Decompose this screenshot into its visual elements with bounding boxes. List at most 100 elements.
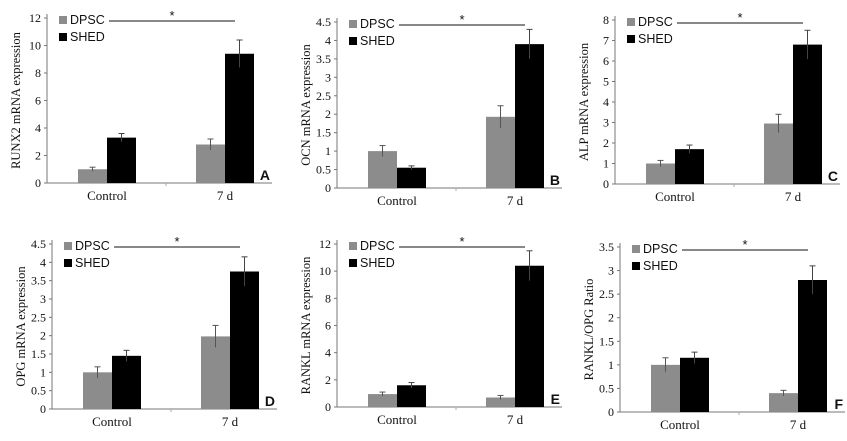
y-axis-label: RANKL/OPG Ratio bbox=[582, 279, 596, 381]
panel-c: 0 1 2 3 4 5 6 7 8 ALP mRNA expression Control 7 d DP… bbox=[577, 10, 840, 204]
significance-star: * bbox=[459, 234, 464, 249]
y-tick-label: 0 bbox=[603, 177, 609, 191]
y-tick-label: 8 bbox=[35, 66, 41, 80]
legend-label: SHED bbox=[643, 259, 678, 273]
legend-label: DPSC bbox=[75, 239, 110, 253]
y-tick-label: 1.5 bbox=[599, 334, 614, 348]
y-tick-label: 3.5 bbox=[599, 240, 614, 254]
bar-dpsc bbox=[368, 394, 397, 407]
bar-dpsc bbox=[646, 163, 675, 184]
y-tick-label: 0 bbox=[325, 400, 331, 414]
legend-label: DPSC bbox=[360, 17, 395, 31]
bar-dpsc bbox=[651, 364, 680, 412]
bar-shed bbox=[397, 385, 426, 407]
y-tick-label: 0.5 bbox=[599, 381, 614, 395]
legend-label: DPSC bbox=[360, 239, 395, 253]
legend-swatch-shed bbox=[349, 37, 357, 45]
category-label: 7 d bbox=[507, 193, 524, 208]
bar-shed bbox=[515, 265, 544, 407]
y-tick-label: 0.5 bbox=[31, 384, 46, 398]
y-tick-label: 8 bbox=[325, 291, 331, 305]
y-tick-label: 4 bbox=[325, 346, 331, 360]
y-axis-label: OCN mRNA expression bbox=[299, 43, 313, 165]
legend-label: DPSC bbox=[638, 15, 673, 29]
y-tick-label: 10 bbox=[29, 39, 41, 53]
bar-dpsc bbox=[486, 116, 515, 188]
y-tick-label: 0 bbox=[40, 402, 46, 416]
category-label: Control bbox=[655, 189, 695, 204]
legend-label: SHED bbox=[360, 256, 395, 270]
y-tick-label: 3.5 bbox=[31, 274, 46, 288]
y-tick-label: 0 bbox=[325, 181, 331, 195]
legend-label: SHED bbox=[75, 256, 110, 270]
legend-swatch-dpsc bbox=[632, 245, 640, 253]
legend-label: SHED bbox=[70, 30, 105, 44]
y-tick-label: 4.5 bbox=[316, 15, 331, 29]
category-label: 7 d bbox=[222, 414, 239, 429]
y-tick-label: 4 bbox=[40, 255, 46, 269]
panel-f: 0 0.5 1 1.5 2 2.5 3 3.5 RANKL/OPG Ratio Control 7 … bbox=[582, 237, 845, 432]
bar-dpsc bbox=[83, 372, 112, 409]
y-tick-label: 12 bbox=[29, 11, 41, 25]
category-label: Control bbox=[377, 193, 417, 208]
y-tick-label: 2 bbox=[40, 329, 46, 343]
y-axis-label: OPG mRNA expression bbox=[14, 266, 28, 387]
bar-dpsc bbox=[368, 151, 397, 188]
bar-shed bbox=[793, 44, 822, 184]
legend-label: SHED bbox=[638, 32, 673, 46]
panel-letter: A bbox=[260, 167, 270, 183]
legend-swatch-shed bbox=[59, 33, 67, 41]
y-tick-label: 1 bbox=[603, 157, 609, 171]
bar-dpsc bbox=[764, 123, 793, 184]
y-tick-label: 0 bbox=[35, 176, 41, 190]
y-tick-label: 8 bbox=[603, 13, 609, 27]
panel-letter: C bbox=[828, 168, 838, 184]
panel-a: 0 2 4 6 8 10 12 RUNX2 mRNA expression Control 7 d… bbox=[9, 8, 272, 203]
y-tick-label: 2 bbox=[35, 149, 41, 163]
legend-label: SHED bbox=[360, 34, 395, 48]
bar-dpsc bbox=[486, 397, 515, 407]
y-axis-label: RANKL mRNA expression bbox=[299, 256, 313, 394]
y-tick-label: 2.5 bbox=[316, 89, 331, 103]
category-label: 7 d bbox=[507, 412, 524, 427]
bar-dpsc bbox=[201, 336, 230, 409]
panel-letter: F bbox=[834, 396, 843, 412]
significance-star: * bbox=[737, 10, 742, 25]
y-tick-label: 12 bbox=[319, 237, 331, 251]
panel-letter: D bbox=[265, 393, 275, 409]
y-tick-label: 3 bbox=[325, 70, 331, 84]
y-tick-label: 2 bbox=[325, 373, 331, 387]
y-tick-label: 4 bbox=[35, 121, 41, 135]
panel-letter: B bbox=[550, 172, 560, 188]
bar-dpsc bbox=[769, 393, 798, 412]
bar-shed bbox=[798, 280, 827, 412]
bar-shed bbox=[515, 44, 544, 189]
y-tick-label: 10 bbox=[319, 264, 331, 278]
significance-star: * bbox=[169, 8, 174, 23]
category-label: Control bbox=[92, 414, 132, 429]
y-tick-label: 1.5 bbox=[31, 347, 46, 361]
panel-e: 0 2 4 6 8 10 12 RANKL mRNA expression Control 7 d… bbox=[299, 234, 562, 427]
y-tick-label: 0 bbox=[608, 405, 614, 419]
y-tick-label: 4.5 bbox=[31, 237, 46, 251]
bar-shed bbox=[675, 149, 704, 184]
category-label: 7 d bbox=[785, 189, 802, 204]
bar-shed bbox=[107, 137, 136, 183]
legend-swatch-shed bbox=[632, 262, 640, 270]
significance-star: * bbox=[174, 234, 179, 249]
category-label: Control bbox=[377, 412, 417, 427]
category-label: Control bbox=[87, 188, 127, 203]
legend-label: DPSC bbox=[70, 13, 105, 27]
y-tick-label: 1 bbox=[40, 365, 46, 379]
y-tick-label: 4 bbox=[603, 95, 609, 109]
bar-shed bbox=[112, 355, 141, 409]
y-tick-label: 3 bbox=[608, 264, 614, 278]
legend-swatch-dpsc bbox=[349, 20, 357, 28]
y-tick-label: 2 bbox=[325, 107, 331, 121]
legend-swatch-dpsc bbox=[59, 16, 67, 24]
legend-swatch-dpsc bbox=[64, 242, 72, 250]
bar-shed bbox=[680, 357, 709, 412]
y-tick-label: 1 bbox=[608, 358, 614, 372]
